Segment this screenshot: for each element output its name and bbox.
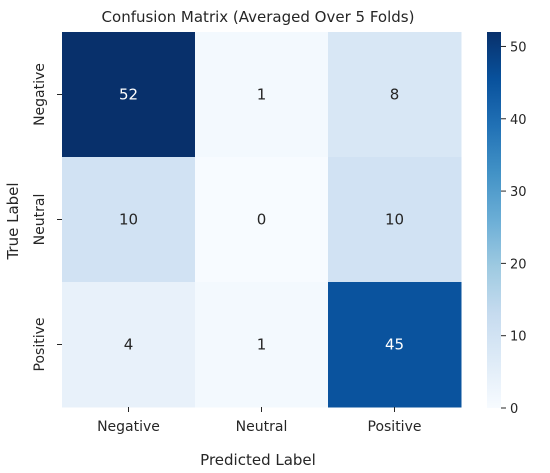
heatmap-cell (328, 32, 462, 158)
y-tick-labels: Negative Neutral Positive (32, 63, 62, 371)
colorbar-tick-label: 50 (510, 40, 527, 55)
heatmap-cells: 52 1 8 10 0 10 4 1 45 (62, 32, 462, 408)
y-axis-label: True Label (4, 182, 22, 260)
cell-value-label: 45 (385, 336, 404, 354)
cell-value-label: 10 (119, 211, 138, 229)
cell-value-label: 1 (257, 336, 267, 354)
heatmap-cell (195, 32, 329, 158)
colorbar-tick-label: 0 (510, 402, 518, 417)
heatmap-cell (62, 157, 196, 283)
cell-value-label: 8 (390, 86, 400, 104)
y-tick-label: Positive (32, 318, 48, 372)
cell-value-label: 1 (257, 86, 267, 104)
colorbar-tick-label: 30 (510, 185, 527, 200)
cell-value-label: 0 (257, 211, 267, 229)
colorbar-tick-label: 10 (510, 330, 527, 345)
chart-title: Confusion Matrix (Averaged Over 5 Folds) (102, 8, 415, 26)
heatmap-cell (62, 32, 196, 158)
heatmap-cell (328, 157, 462, 283)
heatmap-cell (328, 282, 462, 408)
heatmap-cell (195, 157, 329, 283)
x-tick-labels: Negative Neutral Positive (97, 407, 421, 435)
cell-value-label: 4 (124, 336, 134, 354)
x-axis-label: Predicted Label (200, 451, 316, 469)
x-tick-label: Neutral (236, 419, 288, 435)
colorbar-ticks: 0 10 20 30 40 50 (501, 40, 527, 417)
colorbar-tick-label: 20 (510, 257, 527, 272)
cell-value-label: 10 (385, 211, 404, 229)
y-tick-label: Neutral (32, 194, 48, 246)
cell-value-label: 52 (119, 86, 138, 104)
heatmap-cell (62, 282, 196, 408)
y-tick-label: Negative (32, 63, 48, 126)
heatmap-cell (195, 282, 329, 408)
colorbar-tick-label: 40 (510, 113, 527, 128)
x-tick-label: Positive (368, 419, 422, 435)
x-tick-label: Negative (97, 419, 160, 435)
colorbar (487, 32, 501, 408)
